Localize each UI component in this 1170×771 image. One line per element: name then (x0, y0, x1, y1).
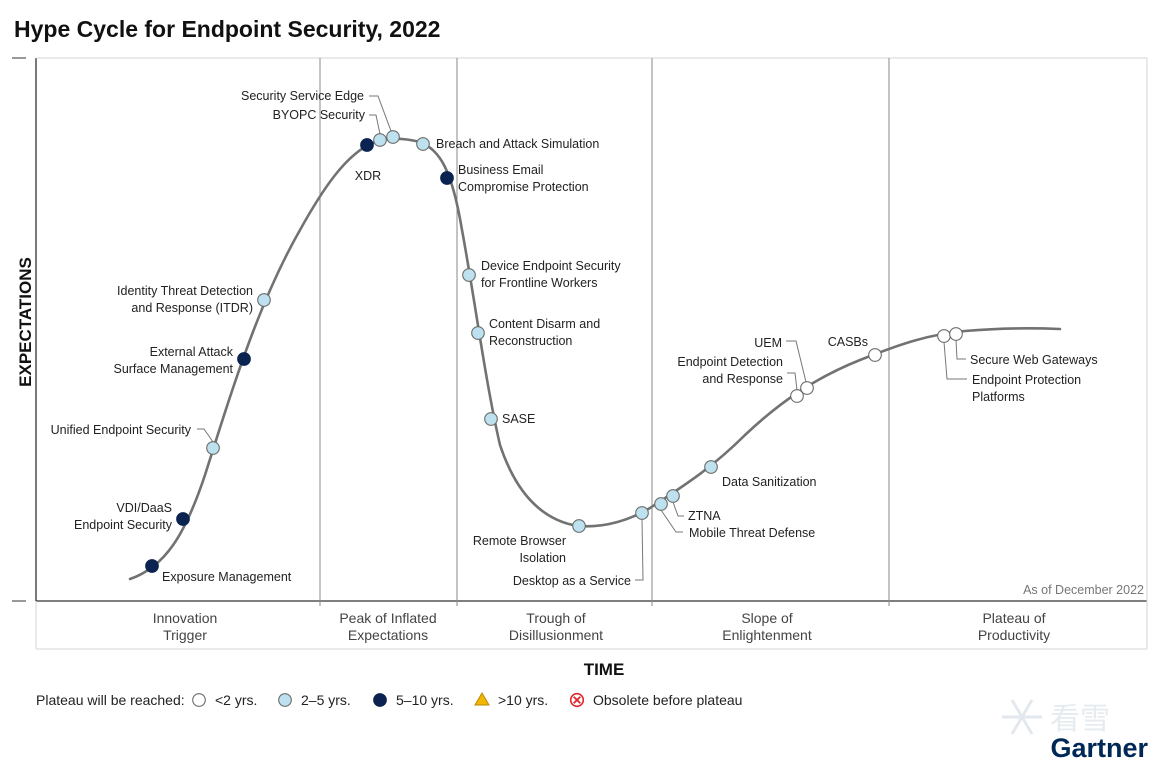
label-ztna: ZTNA (688, 509, 721, 523)
legend-item-5to10: 5–10 yrs. (373, 692, 454, 708)
legend-item-2to5: 2–5 yrs. (278, 692, 351, 708)
technology-markers (145, 130, 963, 573)
label-casbs: CASBs (828, 335, 868, 349)
snowflake-icon (1002, 699, 1042, 735)
x-circle-icon (569, 692, 585, 708)
marker-identity-threat-detection-and-response-itdr (257, 293, 271, 307)
label-endpoint-detection-and-response: Endpoint Detection and Response (677, 355, 783, 386)
marker-endpoint-protection-platforms (937, 329, 951, 343)
label-mobile-threat-defense: Mobile Threat Defense (689, 526, 815, 540)
label-content-disarm-and-reconstruction: Content Disarm and Reconstruction (489, 317, 600, 348)
axes (12, 57, 1148, 650)
chart-title: Hype Cycle for Endpoint Security, 2022 (14, 16, 440, 42)
phase-label-peak-of-inflated-expectations: Peak of Inflated Expectations (339, 610, 436, 643)
hype-curve (128, 137, 1062, 581)
marker-external-attack-surface-management (237, 352, 251, 366)
marker-ztna (666, 489, 680, 503)
marker-remote-browser-isolation (572, 519, 586, 533)
label-identity-threat-detection-and-response-itdr: Identity Threat Detection and Response (I… (117, 284, 253, 315)
legend-label: 5–10 yrs. (396, 692, 454, 708)
marker-breach-and-attack-simulation (416, 137, 430, 151)
phase-label-innovation-trigger: Innovation Trigger (153, 610, 218, 643)
label-device-endpoint-security-for-frontline-workers: Device Endpoint Security for Frontline Wo… (481, 259, 621, 290)
triangle-icon (474, 692, 490, 706)
marker-casbs (868, 348, 882, 362)
label-xdr: XDR (355, 169, 381, 183)
leader-security-service-edge (369, 95, 392, 132)
leader-desktop-as-a-service (635, 518, 644, 581)
label-exposure-management: Exposure Management (162, 570, 292, 584)
legend-label: 2–5 yrs. (301, 692, 351, 708)
leader-uem (786, 340, 807, 383)
leader-secure-web-gateways (955, 339, 966, 360)
circle-icon (192, 693, 206, 707)
label-vdi-daas-endpoint-security: VDI/DaaS Endpoint Security (74, 501, 173, 532)
leader-byopc-security (369, 114, 381, 135)
label-security-service-edge: Security Service Edge (241, 89, 364, 103)
leader-ztna (672, 501, 684, 517)
marker-content-disarm-and-reconstruction (471, 326, 485, 340)
watermark-text: 看雪 (1050, 702, 1110, 737)
y-axis-label: EXPECTATIONS (16, 257, 35, 387)
legend-title: Plateau will be reached: (36, 692, 185, 708)
legend-item-obsolete: Obsolete before plateau (569, 692, 742, 708)
marker-uem (800, 381, 814, 395)
label-sase: SASE (502, 412, 535, 426)
circle-icon (373, 693, 387, 707)
as-of-note: As of December 2022 (1023, 583, 1144, 597)
phase-label-slope-of-enlightenment: Slope of Enlightenment (722, 610, 812, 643)
marker-byopc-security (373, 133, 387, 147)
label-external-attack-surface-management: External Attack Surface Management (113, 345, 233, 376)
label-leader-lines (197, 95, 967, 581)
label-uem: UEM (754, 336, 782, 350)
marker-endpoint-detection-and-response (790, 389, 804, 403)
marker-device-endpoint-security-for-frontline-workers (462, 268, 476, 282)
marker-xdr (360, 138, 374, 152)
circle-icon (278, 693, 292, 707)
label-business-email-compromise-protection: Business Email Compromise Protection (458, 163, 589, 194)
legend: Plateau will be reached: <2 yrs. 2–5 yrs. 5… (36, 692, 742, 708)
marker-business-email-compromise-protection (440, 171, 454, 185)
legend-item-lt2: <2 yrs. (192, 692, 257, 708)
phase-label-trough-of-disillusionment: Trough of Disillusionment (509, 610, 603, 643)
marker-desktop-as-a-service (635, 506, 649, 520)
legend-label: >10 yrs. (498, 692, 548, 708)
label-byopc-security: BYOPC Security (273, 108, 366, 122)
phase-labels: Innovation Trigger Peak of Inflated Expecta… (153, 610, 1050, 643)
technology-labels: Exposure Management VDI/DaaS Endpoint Secu… (51, 89, 1098, 588)
legend-label: <2 yrs. (215, 692, 257, 708)
leader-mobile-threat-defense (660, 509, 683, 533)
label-data-sanitization: Data Sanitization (722, 475, 817, 489)
marker-security-service-edge (386, 130, 400, 144)
marker-data-sanitization (704, 460, 718, 474)
phase-label-plateau-of-productivity: Plateau of Productivity (978, 610, 1050, 643)
label-desktop-as-a-service: Desktop as a Service (513, 574, 631, 588)
leader-endpoint-detection-and-response (787, 372, 798, 391)
leader-endpoint-protection-platforms (943, 341, 967, 380)
legend-label: Obsolete before plateau (593, 692, 742, 708)
leader-unified-endpoint-security (197, 428, 214, 443)
phase-dividers (319, 58, 890, 606)
marker-sase (484, 412, 498, 426)
label-unified-endpoint-security: Unified Endpoint Security (51, 423, 192, 437)
marker-unified-endpoint-security (206, 441, 220, 455)
marker-exposure-management (145, 559, 159, 573)
watermark: 看雪 (1002, 699, 1110, 737)
legend-item-gt10: >10 yrs. (474, 692, 548, 708)
label-endpoint-protection-platforms: Endpoint Protection Platforms (972, 373, 1081, 404)
gartner-logo: Gartner (1050, 733, 1148, 763)
marker-secure-web-gateways (949, 327, 963, 341)
marker-vdi-daas-endpoint-security (176, 512, 190, 526)
marker-mobile-threat-defense (654, 497, 668, 511)
label-remote-browser-isolation: Remote Browser Isolation (473, 534, 566, 565)
label-breach-and-attack-simulation: Breach and Attack Simulation (436, 137, 599, 151)
label-secure-web-gateways: Secure Web Gateways (970, 353, 1098, 367)
x-axis-label: TIME (584, 660, 625, 679)
